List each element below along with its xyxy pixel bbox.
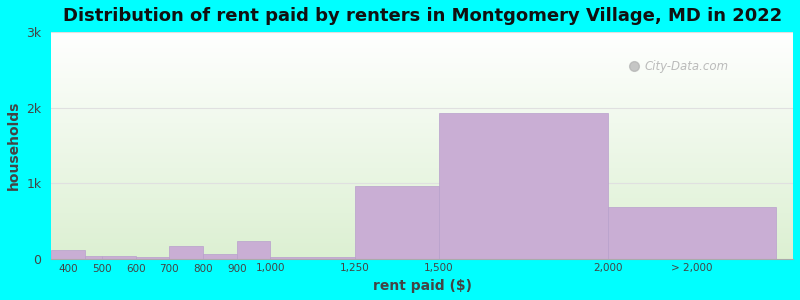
Bar <box>439 113 608 259</box>
Y-axis label: households: households <box>7 101 21 190</box>
Bar <box>170 246 203 259</box>
Text: City-Data.com: City-Data.com <box>645 59 729 73</box>
Bar <box>85 256 102 259</box>
Bar <box>270 257 354 259</box>
Bar <box>237 241 270 259</box>
Bar <box>203 254 237 259</box>
Bar <box>354 186 439 259</box>
Bar <box>51 250 85 259</box>
Bar <box>136 257 170 259</box>
X-axis label: rent paid ($): rent paid ($) <box>373 279 472 293</box>
Bar <box>608 206 776 259</box>
Bar <box>102 256 136 259</box>
Title: Distribution of rent paid by renters in Montgomery Village, MD in 2022: Distribution of rent paid by renters in … <box>62 7 782 25</box>
